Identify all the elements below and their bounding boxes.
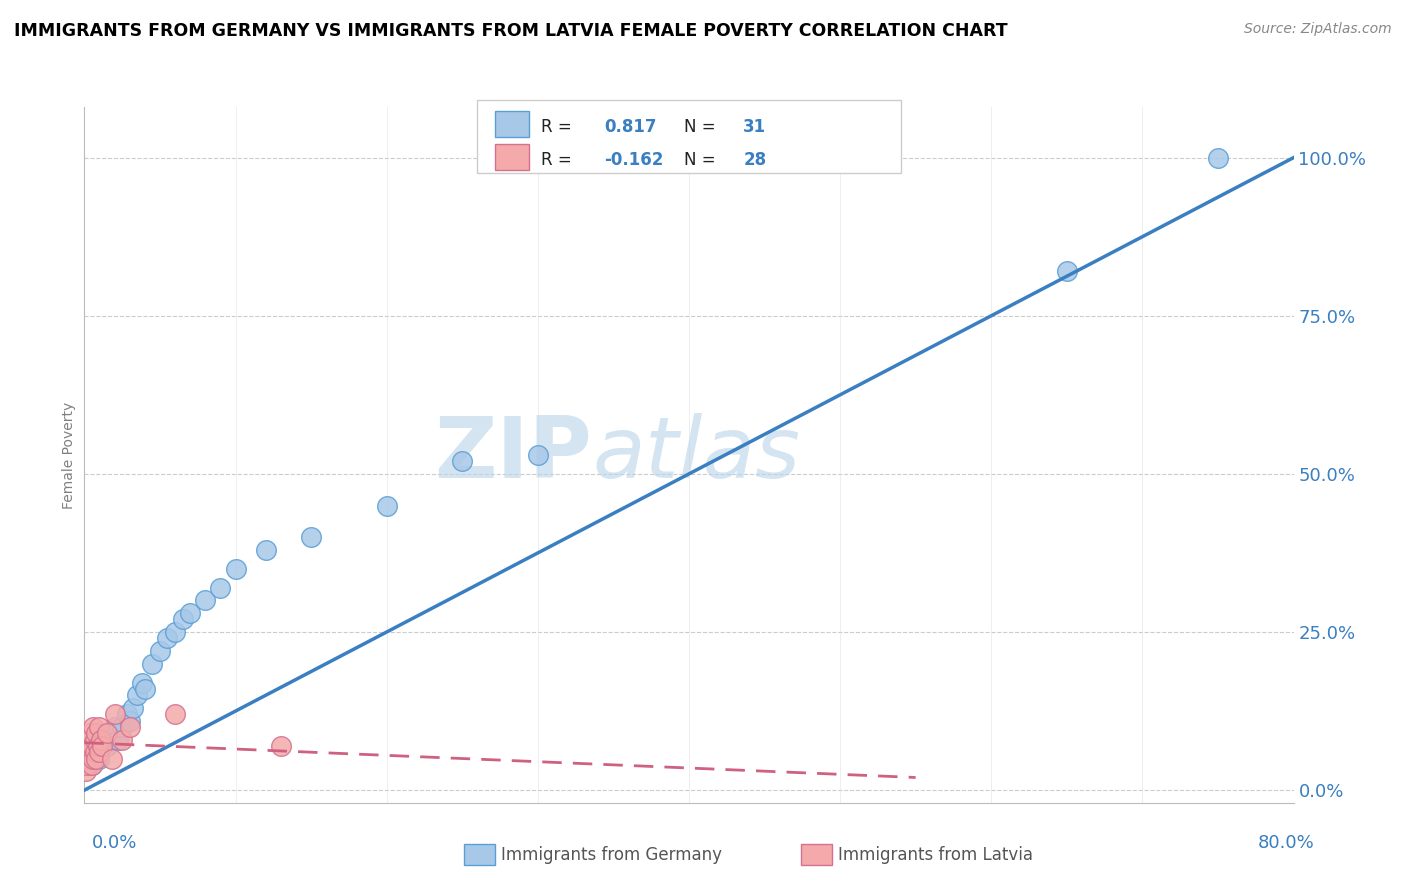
- Text: Immigrants from Germany: Immigrants from Germany: [501, 846, 721, 863]
- Point: [91, 732, 114, 747]
- Point: [76, 757, 98, 772]
- Point: [86, 751, 108, 765]
- Point: [254, 542, 277, 557]
- Point: [86, 726, 108, 740]
- Point: [91, 739, 114, 753]
- Text: Immigrants from Latvia: Immigrants from Latvia: [838, 846, 1033, 863]
- FancyBboxPatch shape: [478, 100, 901, 173]
- Point: [163, 625, 186, 640]
- Point: [79, 726, 101, 740]
- Point: [76, 739, 98, 753]
- Point: [172, 612, 194, 626]
- Point: [77, 732, 100, 747]
- Point: [299, 530, 322, 544]
- Y-axis label: Female Poverty: Female Poverty: [62, 401, 76, 508]
- Point: [179, 606, 201, 620]
- Point: [121, 701, 143, 715]
- Point: [451, 454, 474, 468]
- Point: [100, 726, 122, 740]
- Text: 80.0%: 80.0%: [1258, 834, 1315, 852]
- Point: [134, 681, 156, 696]
- Point: [163, 707, 186, 722]
- Point: [194, 593, 217, 607]
- Text: atlas: atlas: [592, 413, 800, 497]
- Text: 28: 28: [744, 151, 766, 169]
- Point: [141, 657, 163, 671]
- Point: [80, 757, 103, 772]
- Point: [75, 751, 97, 765]
- Point: [89, 720, 111, 734]
- Point: [156, 632, 179, 646]
- Point: [107, 732, 129, 747]
- Point: [77, 751, 100, 765]
- Point: [149, 644, 172, 658]
- Point: [118, 720, 141, 734]
- Point: [87, 739, 110, 753]
- Point: [84, 732, 107, 747]
- Point: [270, 739, 292, 753]
- Point: [79, 745, 101, 759]
- Point: [375, 499, 398, 513]
- Text: ZIP: ZIP: [434, 413, 592, 497]
- Text: -0.162: -0.162: [605, 151, 664, 169]
- Text: 0.817: 0.817: [605, 118, 657, 136]
- Text: R =: R =: [541, 118, 578, 136]
- FancyBboxPatch shape: [495, 144, 529, 170]
- Point: [104, 707, 127, 722]
- Point: [86, 745, 108, 759]
- Text: Source: ZipAtlas.com: Source: ZipAtlas.com: [1244, 22, 1392, 37]
- Point: [118, 714, 141, 728]
- Text: IMMIGRANTS FROM GERMANY VS IMMIGRANTS FROM LATVIA FEMALE POVERTY CORRELATION CHA: IMMIGRANTS FROM GERMANY VS IMMIGRANTS FR…: [14, 22, 1008, 40]
- Point: [1206, 151, 1229, 165]
- Text: 31: 31: [744, 118, 766, 136]
- Point: [89, 745, 111, 759]
- Point: [111, 720, 134, 734]
- Point: [209, 581, 232, 595]
- Point: [80, 757, 103, 772]
- Point: [115, 707, 138, 722]
- Point: [84, 745, 107, 759]
- Point: [225, 562, 247, 576]
- Point: [1056, 264, 1078, 278]
- Text: 0.0%: 0.0%: [91, 834, 136, 852]
- Point: [82, 720, 104, 734]
- Text: R =: R =: [541, 151, 578, 169]
- Point: [82, 751, 104, 765]
- Point: [75, 764, 97, 779]
- Point: [100, 751, 122, 765]
- Point: [89, 751, 111, 765]
- Point: [104, 720, 127, 734]
- Point: [80, 739, 103, 753]
- FancyBboxPatch shape: [495, 111, 529, 137]
- Point: [131, 675, 153, 690]
- Text: N =: N =: [685, 151, 721, 169]
- Text: N =: N =: [685, 118, 721, 136]
- Point: [526, 448, 548, 462]
- Point: [90, 732, 112, 747]
- Point: [111, 732, 134, 747]
- Point: [96, 739, 118, 753]
- Point: [96, 726, 118, 740]
- Point: [127, 688, 149, 702]
